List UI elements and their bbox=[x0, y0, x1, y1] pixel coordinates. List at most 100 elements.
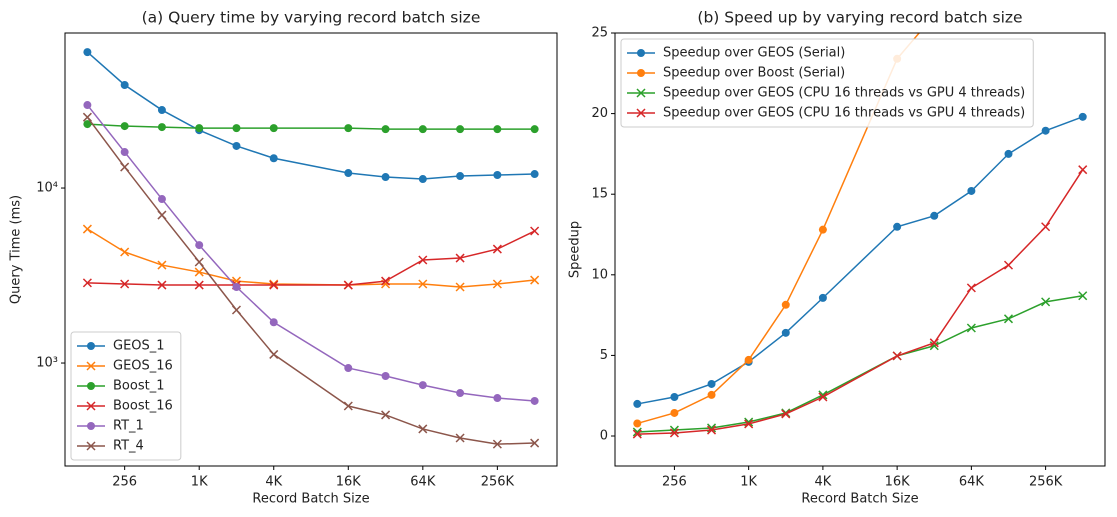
marker-stroke bbox=[1078, 165, 1088, 175]
marker bbox=[269, 318, 278, 327]
marker bbox=[744, 419, 754, 429]
marker bbox=[636, 88, 646, 98]
marker bbox=[82, 224, 92, 234]
marker bbox=[86, 441, 96, 451]
marker bbox=[1078, 291, 1088, 301]
y-axis-label: Query Time (ms) bbox=[9, 195, 24, 304]
x-tick-label: 16K bbox=[336, 475, 362, 490]
marker-stroke bbox=[492, 279, 502, 289]
marker bbox=[231, 305, 242, 315]
marker bbox=[530, 125, 539, 134]
x-tick-label: 256 bbox=[662, 475, 687, 490]
marker bbox=[966, 323, 976, 333]
marker bbox=[456, 125, 465, 134]
marker-stroke bbox=[194, 257, 204, 267]
marker bbox=[633, 419, 642, 428]
x-tick-label: 1K bbox=[191, 475, 208, 490]
marker-stroke bbox=[269, 280, 279, 290]
series-line bbox=[637, 116, 1083, 405]
chart-title: (b) Speed up by varying record batch siz… bbox=[697, 9, 1022, 27]
marker bbox=[1003, 314, 1014, 324]
marker bbox=[530, 275, 540, 285]
marker bbox=[493, 171, 502, 180]
marker bbox=[530, 438, 540, 448]
marker-stroke bbox=[1078, 291, 1088, 301]
x-axis-label: Record Batch Size bbox=[252, 492, 369, 507]
marker-stroke bbox=[343, 401, 353, 411]
plot-series bbox=[82, 48, 540, 449]
series-line bbox=[86, 116, 535, 445]
x-tick-label: 16K bbox=[885, 475, 911, 490]
marker bbox=[120, 162, 130, 172]
x-tick-label: 256K bbox=[481, 475, 515, 490]
marker bbox=[707, 379, 716, 388]
marker-stroke bbox=[120, 162, 130, 172]
marker bbox=[633, 399, 642, 408]
marker bbox=[707, 425, 717, 435]
marker bbox=[194, 267, 204, 277]
marker bbox=[86, 401, 96, 411]
legend-box bbox=[620, 38, 1034, 128]
marker bbox=[418, 279, 428, 289]
marker-stroke bbox=[82, 278, 92, 288]
marker-stroke bbox=[455, 282, 465, 292]
marker bbox=[744, 355, 753, 364]
marker bbox=[456, 389, 465, 398]
marker bbox=[418, 175, 427, 184]
x-tick-label: 64K bbox=[410, 475, 436, 490]
marker bbox=[492, 439, 502, 449]
marker bbox=[83, 101, 92, 110]
marker bbox=[455, 282, 465, 292]
axes-frame bbox=[64, 32, 558, 467]
marker-stroke bbox=[492, 244, 502, 254]
marker-stroke bbox=[636, 108, 646, 118]
marker bbox=[893, 222, 902, 231]
series-line bbox=[637, 295, 1083, 433]
marker bbox=[818, 293, 827, 302]
marker-stroke bbox=[636, 88, 646, 98]
marker-stroke bbox=[194, 267, 204, 277]
marker bbox=[269, 154, 278, 163]
marker bbox=[418, 125, 427, 134]
marker-stroke bbox=[632, 429, 642, 439]
marker bbox=[194, 280, 204, 290]
marker bbox=[86, 361, 96, 371]
marker bbox=[1078, 112, 1087, 121]
x-tick-label: 256 bbox=[112, 475, 137, 490]
marker bbox=[232, 141, 241, 150]
marker bbox=[1041, 297, 1051, 307]
legend-label: GEOS_1 bbox=[113, 339, 165, 354]
marker bbox=[87, 382, 95, 390]
marker bbox=[269, 124, 278, 133]
marker bbox=[157, 106, 166, 115]
y-tick-label: 5 bbox=[600, 348, 608, 363]
y-axis-label: Speedup bbox=[568, 221, 583, 278]
marker bbox=[194, 257, 204, 267]
marker-stroke bbox=[157, 210, 167, 220]
series-line bbox=[637, 33, 921, 425]
marker bbox=[195, 124, 204, 133]
marker bbox=[83, 48, 92, 57]
marker-stroke bbox=[157, 260, 167, 270]
marker-stroke bbox=[381, 276, 391, 286]
marker bbox=[343, 401, 353, 411]
marker bbox=[157, 280, 167, 290]
legend-label: Boost_1 bbox=[113, 379, 164, 394]
marker-stroke bbox=[418, 279, 428, 289]
marker bbox=[418, 255, 428, 265]
marker bbox=[343, 280, 353, 290]
marker bbox=[120, 148, 129, 157]
legend-label: Speedup over Boost (Serial) bbox=[663, 66, 845, 81]
marker bbox=[967, 186, 976, 195]
marker bbox=[530, 396, 539, 405]
marker-stroke bbox=[530, 226, 540, 236]
marker bbox=[82, 278, 92, 288]
marker bbox=[82, 112, 92, 122]
marker-stroke bbox=[1003, 260, 1014, 270]
series-line bbox=[637, 169, 1084, 435]
marker bbox=[637, 69, 645, 77]
series-line bbox=[87, 230, 535, 286]
marker-stroke bbox=[418, 255, 428, 265]
legend-label: RT_4 bbox=[113, 439, 144, 454]
marker bbox=[83, 120, 92, 129]
